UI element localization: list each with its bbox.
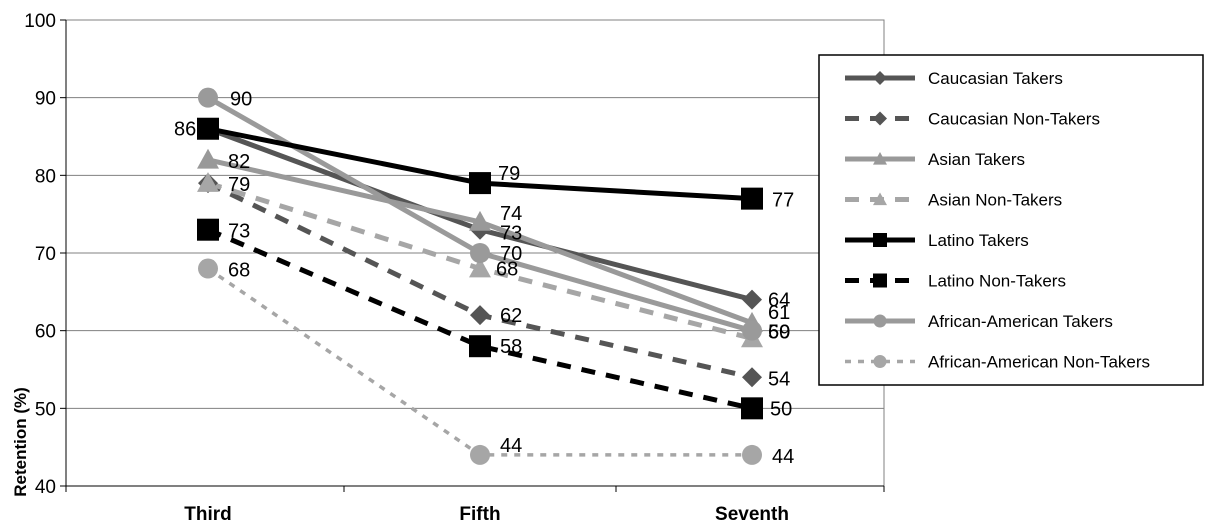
data-point xyxy=(198,87,218,108)
y-tick-label: 90 xyxy=(35,89,56,110)
data-label: 86 xyxy=(174,119,196,141)
legend-marker xyxy=(873,314,887,328)
data-label: 79 xyxy=(498,163,520,185)
data-point xyxy=(197,117,219,140)
legend-label: Latino Non-Takers xyxy=(928,272,1066,291)
legend-label: African-American Takers xyxy=(928,312,1113,331)
data-point xyxy=(469,172,491,195)
data-point xyxy=(742,320,762,341)
y-tick-label: 60 xyxy=(35,322,56,343)
data-point xyxy=(470,243,490,263)
data-label: 70 xyxy=(500,243,522,265)
x-tick-label: Fifth xyxy=(459,504,500,525)
data-label: 44 xyxy=(500,435,522,457)
data-label: 50 xyxy=(770,398,792,420)
y-tick-label: 50 xyxy=(35,399,56,420)
y-axis-title: Retention (%) xyxy=(11,387,30,497)
legend-marker xyxy=(873,355,887,368)
data-label: 79 xyxy=(228,174,250,196)
data-label: 58 xyxy=(500,336,522,358)
y-tick-label: 80 xyxy=(35,166,56,187)
legend-marker xyxy=(873,273,887,288)
legend-label: Asian Non-Takers xyxy=(928,191,1062,210)
data-point xyxy=(470,305,490,326)
data-label: 73 xyxy=(500,223,522,245)
legend-marker xyxy=(873,111,887,126)
data-point xyxy=(741,397,763,420)
data-point xyxy=(197,148,219,169)
y-tick-label: 100 xyxy=(24,11,56,32)
data-point xyxy=(742,289,762,310)
legend-marker xyxy=(873,71,887,85)
legend-label: Latino Takers xyxy=(928,231,1029,250)
legend: Caucasian Takers Caucasian Non-Takers Asia… xyxy=(818,54,1204,386)
data-point xyxy=(470,444,490,465)
legend-marker xyxy=(873,233,887,247)
data-label: 44 xyxy=(772,446,794,468)
legend-label: Caucasian Non-Takers xyxy=(928,110,1100,129)
legend-marker xyxy=(873,192,887,206)
data-label: 61 xyxy=(768,302,790,324)
x-tick-label: Third xyxy=(184,504,232,525)
data-point xyxy=(198,258,218,279)
legend-box xyxy=(818,54,1204,386)
legend-label: Asian Takers xyxy=(928,150,1025,169)
data-label: 82 xyxy=(228,151,250,173)
data-label: 73 xyxy=(228,221,250,243)
data-point xyxy=(197,172,219,192)
y-tick-label: 70 xyxy=(35,244,56,265)
data-label: 59 xyxy=(768,321,790,343)
series-markers xyxy=(197,87,763,465)
data-point xyxy=(742,444,762,465)
data-label: 62 xyxy=(500,305,522,327)
data-label: 64 xyxy=(768,290,790,312)
x-axis-ticks: Third Fifth Seventh xyxy=(65,486,885,525)
data-label: 68 xyxy=(228,260,250,282)
data-label: 74 xyxy=(500,203,522,225)
data-point xyxy=(197,218,219,241)
data-point xyxy=(469,210,491,231)
y-axis-ticks: 40 50 60 70 80 90 100 xyxy=(24,11,884,498)
data-label: 60 xyxy=(768,322,790,344)
data-point xyxy=(469,257,491,278)
data-labels: 64 79 62 54 82 74 61 68 59 86 79 77 73 58 50 90 70 60 68 44… xyxy=(174,89,794,468)
data-label: 68 xyxy=(496,259,518,281)
series-line-latino-non-takers xyxy=(207,227,753,411)
data-point xyxy=(742,367,762,388)
data-point xyxy=(741,187,763,210)
data-label: 54 xyxy=(768,368,790,390)
legend-label: Caucasian Takers xyxy=(928,69,1063,88)
data-point xyxy=(469,335,491,358)
legend-marker xyxy=(873,152,887,165)
legend-label: African-American Non-Takers xyxy=(928,353,1150,372)
data-label: 90 xyxy=(230,89,252,111)
y-tick-label: 40 xyxy=(35,477,56,498)
data-label: 77 xyxy=(772,190,794,212)
x-tick-label: Seventh xyxy=(715,504,789,525)
